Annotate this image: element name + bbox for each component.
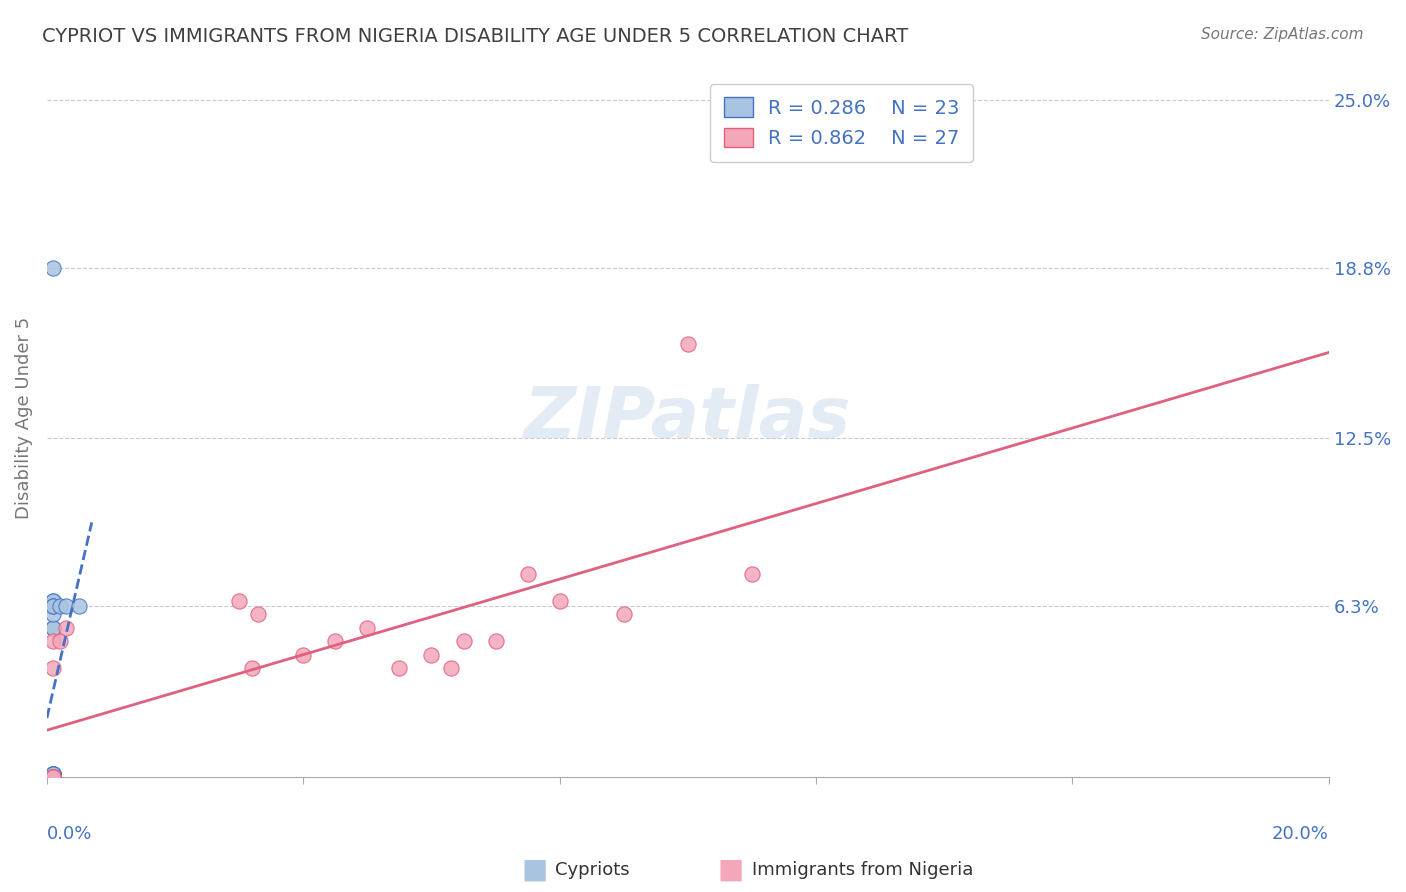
Point	[42, 594, 65, 608]
Point	[42, 599, 65, 614]
Point	[228, 594, 250, 608]
Point	[42, 770, 65, 784]
Point	[741, 566, 763, 581]
Text: ZIPatlas: ZIPatlas	[524, 384, 852, 452]
Point	[516, 566, 538, 581]
Point	[42, 767, 65, 781]
Point	[42, 767, 65, 781]
Point	[48, 599, 70, 614]
Point	[42, 634, 65, 648]
Point	[420, 648, 443, 662]
Point	[42, 767, 65, 781]
Point	[42, 770, 65, 784]
Point	[42, 770, 65, 784]
Point	[42, 621, 65, 635]
Point	[42, 770, 65, 784]
Point	[42, 770, 65, 784]
Point	[356, 621, 378, 635]
Point	[42, 770, 65, 784]
Point	[42, 770, 65, 784]
Point	[484, 634, 506, 648]
Point	[453, 634, 475, 648]
Point	[42, 599, 65, 614]
Text: Immigrants from Nigeria: Immigrants from Nigeria	[752, 861, 973, 879]
Point	[42, 770, 65, 784]
Point	[42, 770, 65, 784]
Text: 0.0%: 0.0%	[46, 825, 93, 843]
Text: CYPRIOT VS IMMIGRANTS FROM NIGERIA DISABILITY AGE UNDER 5 CORRELATION CHART: CYPRIOT VS IMMIGRANTS FROM NIGERIA DISAB…	[42, 27, 908, 45]
Y-axis label: Disability Age Under 5: Disability Age Under 5	[15, 317, 32, 519]
Text: Cypriots: Cypriots	[555, 861, 630, 879]
Point	[42, 607, 65, 622]
Point	[42, 767, 65, 781]
Legend: R = 0.286    N = 23, R = 0.862    N = 27: R = 0.286 N = 23, R = 0.862 N = 27	[710, 84, 973, 161]
Point	[388, 661, 411, 675]
Point	[42, 594, 65, 608]
Point	[613, 607, 636, 622]
Point	[292, 648, 315, 662]
Point	[676, 336, 699, 351]
Point	[42, 621, 65, 635]
Text: ■: ■	[718, 855, 744, 884]
Point	[42, 770, 65, 784]
Point	[42, 661, 65, 675]
Point	[42, 767, 65, 781]
Point	[42, 260, 65, 275]
Text: ■: ■	[522, 855, 547, 884]
Point	[42, 770, 65, 784]
Point	[42, 767, 65, 781]
Text: 20.0%: 20.0%	[1272, 825, 1329, 843]
Point	[548, 594, 571, 608]
Point	[440, 661, 463, 675]
Point	[67, 599, 90, 614]
Point	[240, 661, 263, 675]
Point	[42, 770, 65, 784]
Point	[247, 607, 270, 622]
Point	[55, 599, 77, 614]
Text: Source: ZipAtlas.com: Source: ZipAtlas.com	[1201, 27, 1364, 42]
Point	[55, 621, 77, 635]
Point	[42, 770, 65, 784]
Point	[325, 634, 347, 648]
Point	[48, 634, 70, 648]
